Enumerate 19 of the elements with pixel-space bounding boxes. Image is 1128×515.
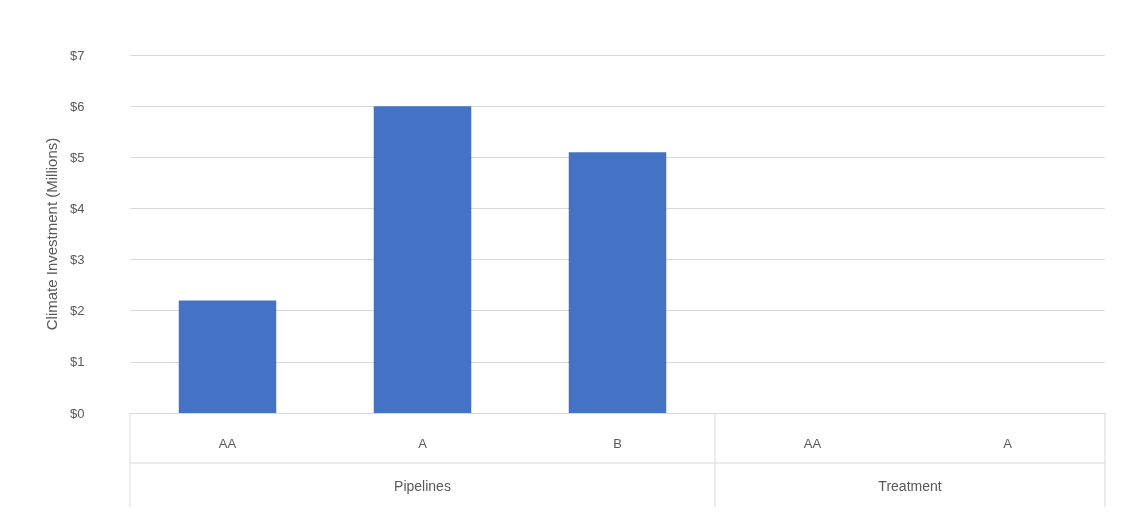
y-tick-label: $2	[70, 303, 85, 319]
y-tick-label: $6	[70, 98, 85, 114]
x-tick-label: A	[1003, 436, 1013, 451]
text: Treatment	[878, 478, 942, 494]
y-tick-label: $4	[70, 200, 85, 216]
text: Pipelines	[394, 478, 451, 494]
x-tick-label: B	[613, 436, 622, 451]
x-tick-label: AA	[803, 436, 822, 451]
x-tick-label: A	[418, 436, 428, 451]
bar	[568, 152, 667, 413]
y-tick-label: $0	[70, 405, 85, 421]
y-tick-label: $1	[70, 354, 85, 370]
y-tick-label: $7	[70, 47, 85, 63]
bar	[178, 300, 277, 413]
bar	[373, 106, 472, 413]
y-axis-title: Climate Investment (Millions)	[43, 137, 61, 331]
x-tick-label: AA	[218, 436, 237, 451]
y-tick-label: $3	[70, 252, 85, 268]
y-tick-label: $5	[70, 149, 85, 165]
